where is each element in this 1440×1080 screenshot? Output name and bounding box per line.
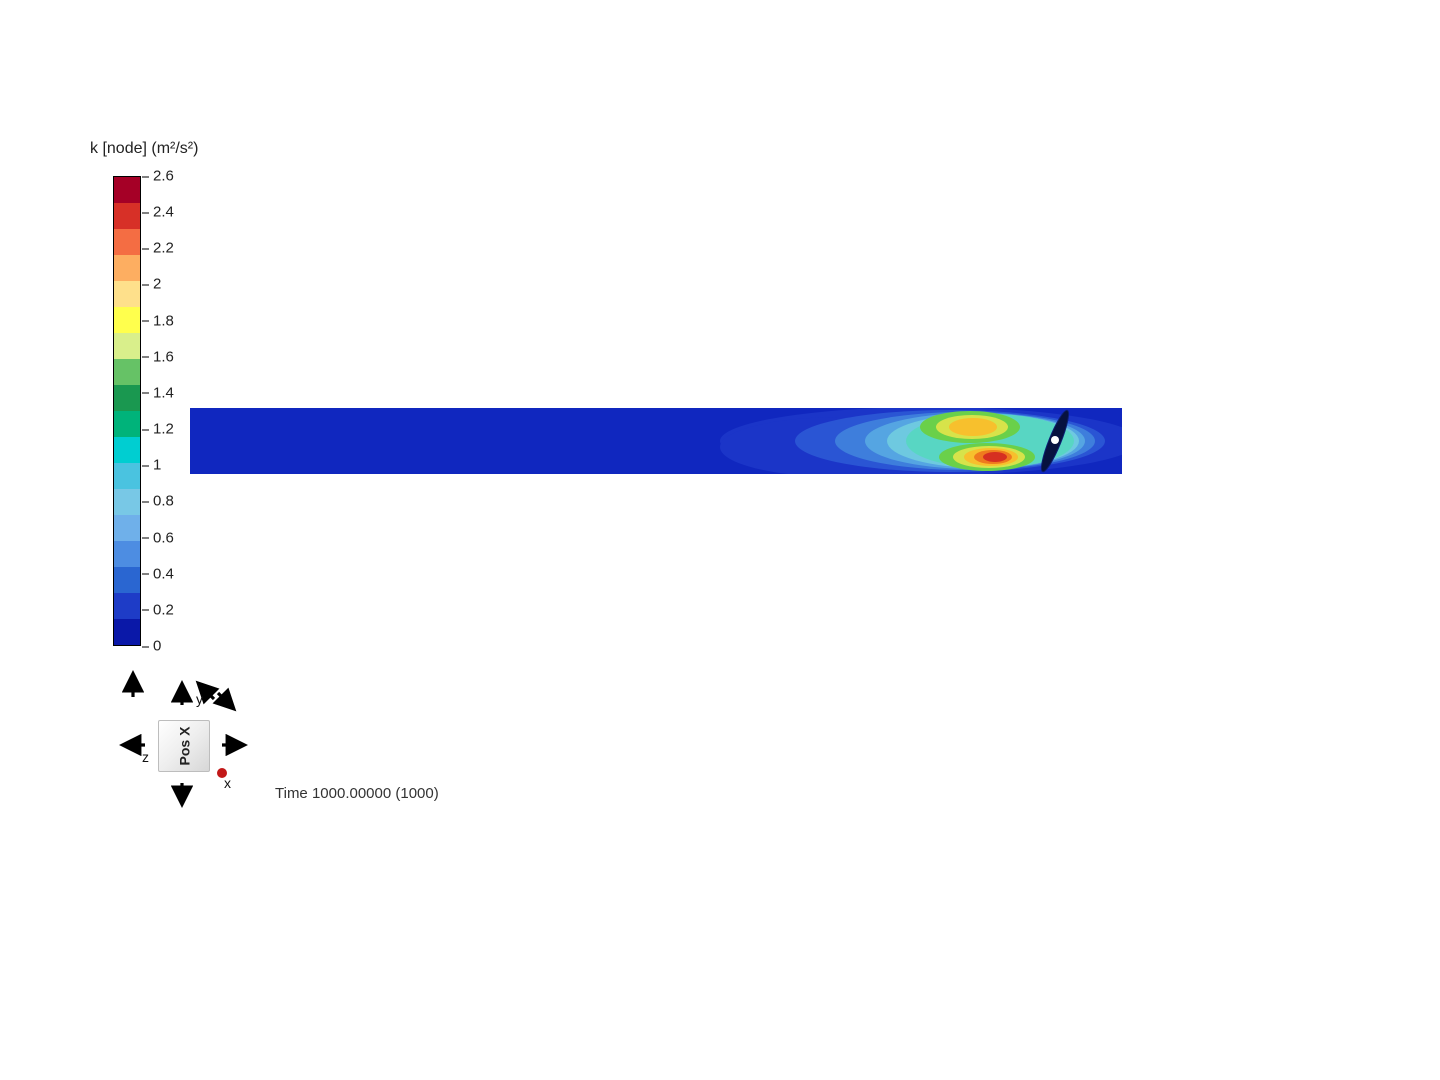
colorbar-segment xyxy=(114,437,140,463)
colorbar-tick: 0 xyxy=(142,638,161,655)
colorbar-tick: 1 xyxy=(142,457,161,474)
axis-label-y: y xyxy=(196,691,203,707)
colorbar-tick: 0.4 xyxy=(142,565,174,582)
colorbar-tick: 1.2 xyxy=(142,421,174,438)
time-label: Time 1000.00000 (1000) xyxy=(275,785,439,802)
flow-field xyxy=(190,408,1122,474)
colorbar-segment xyxy=(114,229,140,255)
colorbar-segment xyxy=(114,281,140,307)
colorbar-segment xyxy=(114,177,140,203)
colorbar-tick: 0.2 xyxy=(142,601,174,618)
colorbar-tick: 1.6 xyxy=(142,348,174,365)
orientation-triad[interactable]: Pos X y z x xyxy=(100,665,260,825)
colorbar-segment xyxy=(114,567,140,593)
colorbar-tick: 2.4 xyxy=(142,204,174,221)
colorbar-segment xyxy=(114,333,140,359)
colorbar-tick: 0.8 xyxy=(142,493,174,510)
colorbar-segment xyxy=(114,203,140,229)
colorbar-tick: 1.4 xyxy=(142,384,174,401)
colorbar xyxy=(113,176,141,646)
colorbar-segment xyxy=(114,489,140,515)
colorbar-segment xyxy=(114,619,140,645)
colorbar-segment xyxy=(114,515,140,541)
colorbar-tick: 2.6 xyxy=(142,168,174,185)
axis-label-z: z xyxy=(142,749,149,765)
colorbar-segment xyxy=(114,411,140,437)
colorbar-segment xyxy=(114,463,140,489)
colorbar-tick: 0.6 xyxy=(142,529,174,546)
colorbar-tick: 2 xyxy=(142,276,161,293)
colorbar-segment xyxy=(114,307,140,333)
colorbar-tick: 1.8 xyxy=(142,312,174,329)
colorbar-segment xyxy=(114,359,140,385)
colorbar-tick: 2.2 xyxy=(142,240,174,257)
colorbar-segment xyxy=(114,385,140,411)
colorbar-segment xyxy=(114,593,140,619)
axis-label-x: x xyxy=(224,775,231,791)
colorbar-segment xyxy=(114,255,140,281)
colorbar-segment xyxy=(114,541,140,567)
legend-title: k [node] (m²/s²) xyxy=(90,140,198,158)
